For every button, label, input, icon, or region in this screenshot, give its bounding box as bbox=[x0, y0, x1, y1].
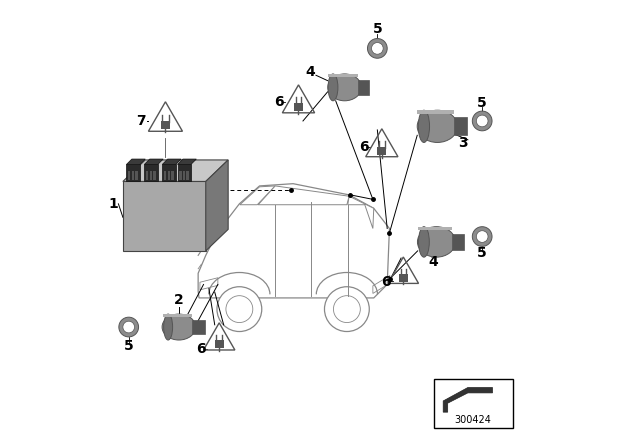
Circle shape bbox=[119, 317, 139, 337]
Circle shape bbox=[476, 115, 488, 127]
Circle shape bbox=[333, 296, 360, 323]
Circle shape bbox=[123, 321, 134, 333]
Bar bbox=[128, 171, 131, 180]
Circle shape bbox=[371, 43, 383, 54]
Bar bbox=[186, 171, 189, 180]
Ellipse shape bbox=[162, 314, 196, 340]
Text: 3: 3 bbox=[458, 136, 468, 151]
Bar bbox=[452, 234, 464, 250]
Polygon shape bbox=[127, 164, 140, 181]
Ellipse shape bbox=[417, 227, 456, 257]
Bar bbox=[179, 171, 182, 180]
Bar bbox=[136, 171, 138, 180]
Ellipse shape bbox=[419, 227, 429, 257]
Text: 300424: 300424 bbox=[455, 415, 492, 425]
Bar bbox=[183, 171, 185, 180]
Circle shape bbox=[472, 227, 492, 246]
Bar bbox=[150, 171, 152, 180]
Text: 5: 5 bbox=[372, 22, 382, 36]
Polygon shape bbox=[145, 164, 158, 181]
Bar bbox=[161, 121, 170, 129]
Text: 5: 5 bbox=[477, 246, 487, 260]
Bar bbox=[146, 171, 148, 180]
Polygon shape bbox=[123, 181, 206, 251]
Bar bbox=[154, 171, 156, 180]
Bar bbox=[164, 171, 166, 180]
Polygon shape bbox=[328, 74, 358, 77]
Bar bbox=[435, 379, 513, 428]
Text: 5: 5 bbox=[477, 96, 487, 110]
Polygon shape bbox=[258, 186, 349, 205]
Text: 2: 2 bbox=[174, 293, 184, 307]
Circle shape bbox=[324, 287, 369, 332]
Polygon shape bbox=[177, 164, 191, 181]
Polygon shape bbox=[417, 110, 454, 114]
Bar bbox=[399, 274, 408, 281]
Polygon shape bbox=[443, 388, 493, 412]
Circle shape bbox=[217, 287, 262, 332]
Bar bbox=[132, 171, 134, 180]
Text: 4: 4 bbox=[305, 65, 315, 79]
Ellipse shape bbox=[328, 74, 362, 101]
Circle shape bbox=[476, 231, 488, 242]
Circle shape bbox=[367, 39, 387, 58]
Text: 6: 6 bbox=[381, 275, 391, 289]
Polygon shape bbox=[240, 186, 275, 205]
Text: 6: 6 bbox=[274, 95, 284, 109]
Bar bbox=[215, 340, 223, 348]
Polygon shape bbox=[418, 227, 452, 230]
Text: 7: 7 bbox=[136, 114, 146, 128]
Polygon shape bbox=[177, 159, 196, 164]
Polygon shape bbox=[127, 159, 145, 164]
Ellipse shape bbox=[164, 314, 173, 340]
Polygon shape bbox=[163, 164, 176, 181]
Text: 1: 1 bbox=[108, 197, 118, 211]
Text: 4: 4 bbox=[428, 255, 438, 269]
Polygon shape bbox=[163, 314, 192, 317]
Circle shape bbox=[472, 111, 492, 131]
Ellipse shape bbox=[417, 110, 458, 142]
Bar bbox=[454, 117, 467, 135]
Bar bbox=[192, 320, 205, 334]
Text: 5: 5 bbox=[124, 339, 134, 353]
Polygon shape bbox=[123, 160, 228, 181]
Polygon shape bbox=[145, 159, 163, 164]
Ellipse shape bbox=[419, 110, 429, 142]
Polygon shape bbox=[348, 196, 374, 228]
Polygon shape bbox=[163, 159, 181, 164]
Circle shape bbox=[226, 296, 253, 323]
Ellipse shape bbox=[328, 74, 338, 101]
Text: 6: 6 bbox=[359, 140, 369, 154]
Polygon shape bbox=[206, 160, 228, 251]
Bar bbox=[168, 171, 170, 180]
Text: 6: 6 bbox=[196, 341, 206, 356]
Bar bbox=[172, 171, 173, 180]
Bar bbox=[294, 103, 303, 111]
Bar bbox=[378, 147, 387, 155]
Polygon shape bbox=[198, 184, 389, 298]
Bar bbox=[358, 80, 369, 95]
